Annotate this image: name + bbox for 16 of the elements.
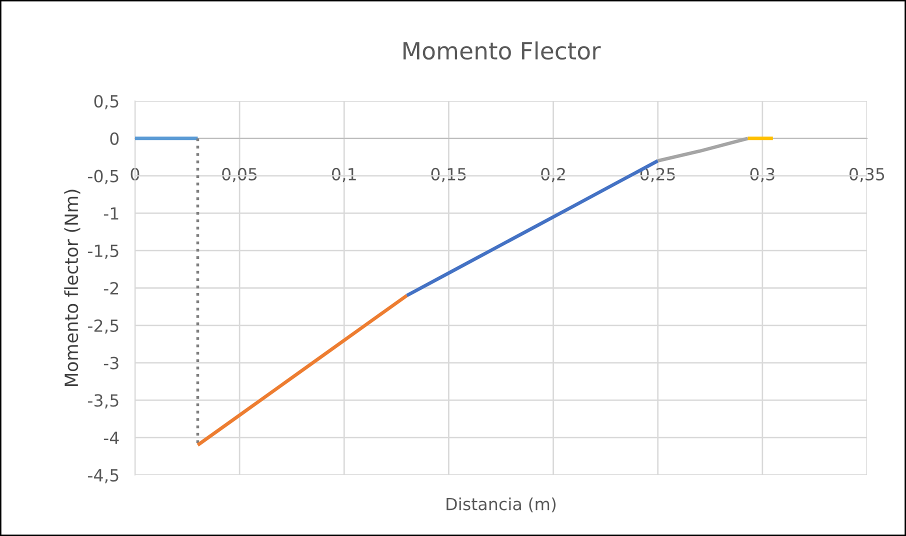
y-tick-label: 0	[110, 132, 119, 145]
y-tick-label: -3,5	[88, 394, 118, 408]
y-tick-label: -4,5	[88, 469, 118, 484]
y-tick-label: -0,5	[88, 170, 118, 184]
y-tick-label: -2,5	[88, 319, 118, 334]
y-tick-label: -1,5	[88, 244, 118, 259]
x-axis-title: Distancia (m)	[446, 497, 556, 512]
chart-title: Momento Flector	[404, 41, 601, 60]
x-tick-label: 0,35	[850, 168, 884, 182]
y-tick-label: -2	[104, 282, 118, 294]
line-series	[196, 294, 409, 447]
y-axis-title: Momento flector (Nm)	[64, 190, 80, 386]
y-tick-label: -4	[104, 432, 119, 444]
y-tick-label: 0,5	[94, 94, 118, 110]
y-tick-label: -3	[104, 356, 118, 370]
y-tick-label: -1	[104, 207, 118, 220]
